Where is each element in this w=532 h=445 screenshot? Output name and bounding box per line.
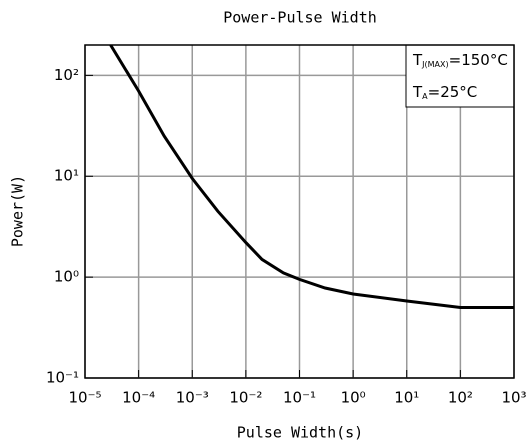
chart-title: Power-Pulse Width [223, 9, 377, 27]
x-axis-label: Pulse Width(s) [237, 424, 363, 442]
annotation: TA=25°C [412, 83, 477, 101]
y-tick-label: 10¹ [54, 167, 79, 185]
x-tick-label: 10⁰ [341, 389, 366, 407]
annotation-sub: J(MAX) [421, 60, 448, 69]
x-tick-label: 10⁻¹ [283, 389, 316, 407]
y-axis-label: Power(W) [9, 175, 27, 247]
annotation: TJ(MAX)=150°C [412, 51, 508, 69]
plot-frame [84, 44, 515, 379]
x-tick-label: 10⁻⁵ [68, 389, 101, 407]
x-tick-label: 10⁻² [229, 389, 262, 407]
x-tick-label: 10⁻⁴ [122, 389, 155, 407]
x-tick-label: 10⁻³ [176, 389, 209, 407]
x-tick-label: 10¹ [394, 389, 419, 407]
x-tick-label: 10³ [501, 389, 526, 407]
y-tick-label: 10² [54, 66, 79, 84]
annotation-tail: =150°C [449, 51, 508, 69]
y-tick-label: 10⁻¹ [46, 369, 79, 387]
plot [109, 45, 514, 309]
line [109, 45, 514, 309]
annotation-main: T [412, 83, 423, 101]
y-tick-label: 10⁰ [54, 268, 79, 286]
annotation-tail: =25°C [428, 83, 478, 101]
annotation-main: T [412, 51, 423, 69]
x-tick-label: 10² [448, 389, 473, 407]
annotation-sub: A [422, 92, 428, 101]
